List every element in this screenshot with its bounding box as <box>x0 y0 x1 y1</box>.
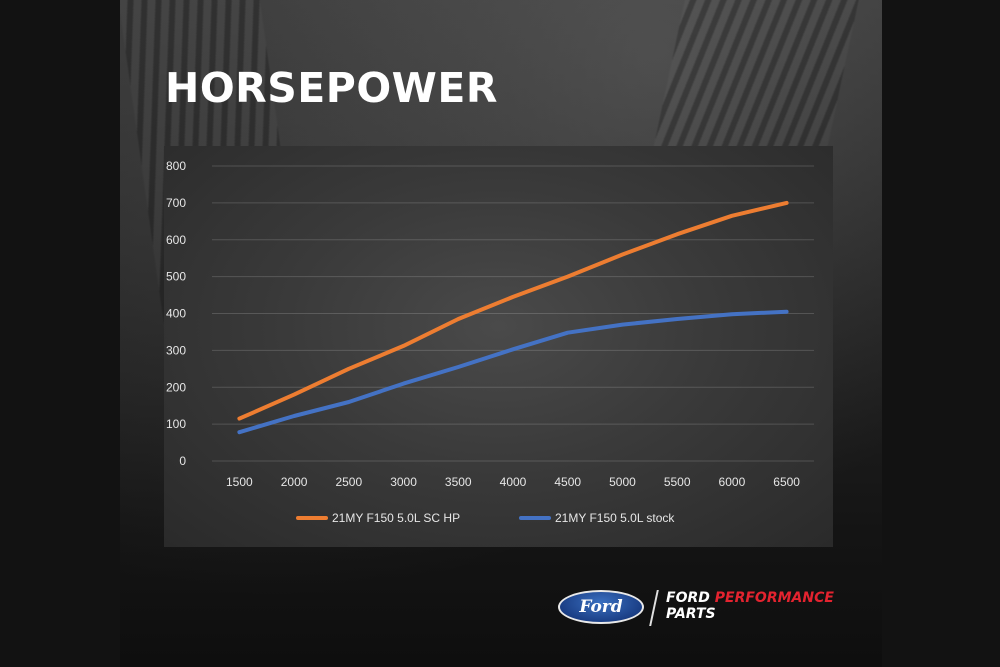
x-tick-label: 4500 <box>554 475 581 489</box>
ford-performance-brand: Ford FORD PERFORMANCE PARTS <box>558 588 848 628</box>
x-tick-label: 3500 <box>445 475 472 489</box>
x-tick-label: 3000 <box>390 475 417 489</box>
brand-ford-word: FORD <box>666 590 710 606</box>
y-tick-label: 800 <box>166 159 186 173</box>
y-tick-label: 500 <box>166 270 186 284</box>
x-tick-label: 1500 <box>226 475 253 489</box>
ford-oval-logo: Ford <box>558 590 644 624</box>
y-tick-label: 100 <box>166 417 186 431</box>
brand-performance-word: PERFORMANCE <box>714 590 834 606</box>
chart-panel: 0 100 200 300 400 500 600 700 800 1500 2000 2500 300… <box>164 146 833 547</box>
brand-parts-word: PARTS <box>666 606 716 622</box>
x-tick-label: 6000 <box>719 475 746 489</box>
y-tick-label: 700 <box>166 196 186 210</box>
y-tick-label: 200 <box>166 380 186 394</box>
right-letterbox <box>882 0 1000 667</box>
x-tick-label: 5500 <box>664 475 691 489</box>
x-tick-label: 2000 <box>281 475 308 489</box>
y-tick-label: 400 <box>166 307 186 321</box>
ford-logo-script: Ford <box>579 597 623 617</box>
horsepower-line-chart: 0 100 200 300 400 500 600 700 800 1500 2000 2500 300… <box>166 159 814 525</box>
brand-wordmark: FORD PERFORMANCE PARTS <box>666 590 834 622</box>
x-tick-label: 6500 <box>773 475 800 489</box>
series-line-1 <box>237 200 789 421</box>
page-title: HORSEPOWER <box>165 64 498 112</box>
left-letterbox <box>0 0 120 667</box>
x-tick-label: 2500 <box>335 475 362 489</box>
y-tick-label: 300 <box>166 343 186 357</box>
brand-divider <box>649 590 659 626</box>
legend-label-2: 21MY F150 5.0L stock <box>555 511 675 525</box>
y-tick-label: 0 <box>179 454 186 468</box>
y-tick-label: 600 <box>166 233 186 247</box>
x-tick-label: 5000 <box>609 475 636 489</box>
x-tick-label: 4000 <box>500 475 527 489</box>
series-line-2 <box>237 309 789 435</box>
legend-label-1: 21MY F150 5.0L SC HP <box>332 511 460 525</box>
